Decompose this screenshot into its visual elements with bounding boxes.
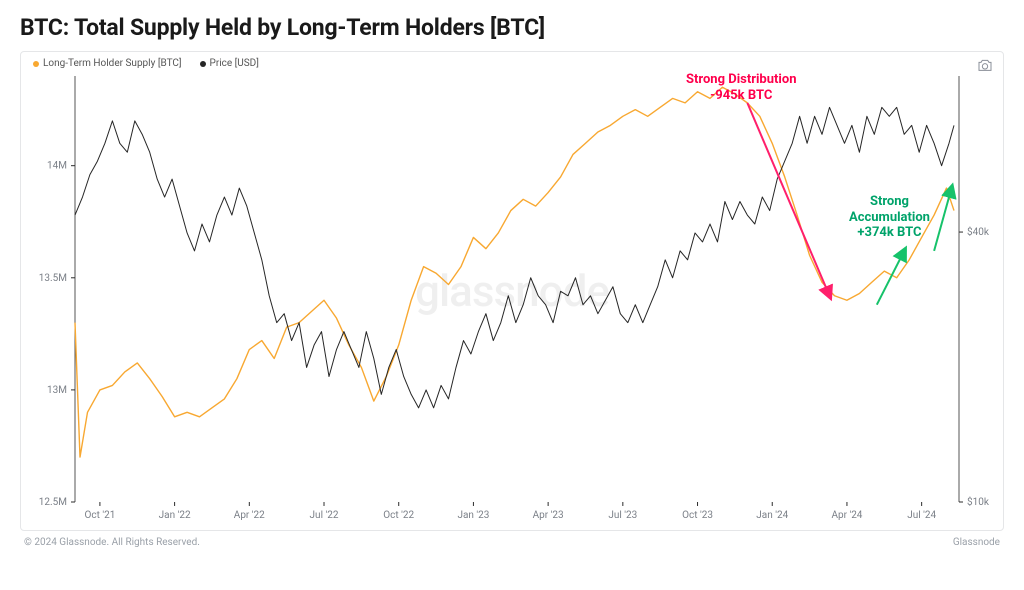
annotation-distribution-l2: -945k BTC — [686, 88, 796, 104]
svg-text:Apr '24: Apr '24 — [831, 510, 862, 521]
svg-text:Jul '24: Jul '24 — [907, 510, 936, 521]
svg-text:Oct '23: Oct '23 — [682, 510, 713, 521]
legend-label-price: Price [USD] — [210, 58, 259, 69]
svg-text:Oct '21: Oct '21 — [84, 510, 115, 521]
svg-text:Jul '23: Jul '23 — [608, 510, 637, 521]
legend-label-supply: Long-Term Holder Supply [BTC] — [43, 58, 182, 69]
legend-item-price: Price [USD] — [200, 58, 259, 69]
footer-brand: Glassnode — [953, 537, 1000, 548]
svg-text:Jul '22: Jul '22 — [310, 510, 339, 521]
annotation-accumulation-l2: Accumulation — [849, 210, 930, 226]
page-title: BTC: Total Supply Held by Long-Term Hold… — [20, 14, 1004, 41]
price-line — [75, 107, 954, 407]
camera-icon[interactable] — [977, 58, 993, 72]
svg-text:13M: 13M — [47, 385, 67, 396]
svg-text:Apr '23: Apr '23 — [533, 510, 564, 521]
footer: © 2024 Glassnode. All Rights Reserved. G… — [20, 531, 1004, 548]
svg-text:14M: 14M — [47, 161, 67, 172]
annotation-accumulation-l1: Strong — [849, 194, 930, 210]
annotation-accumulation-l3: +374k BTC — [849, 225, 930, 241]
legend: Long-Term Holder Supply [BTC] Price [USD… — [31, 58, 993, 71]
annotation-distribution: Strong Distribution -945k BTC — [686, 72, 796, 103]
legend-dot-price — [200, 61, 206, 67]
svg-text:Oct '22: Oct '22 — [383, 510, 414, 521]
distribution-arrow — [747, 103, 829, 296]
supply-line — [75, 87, 954, 457]
annotation-distribution-l1: Strong Distribution — [686, 72, 796, 88]
chart-card: Long-Term Holder Supply [BTC] Price [USD… — [20, 51, 1004, 531]
svg-text:Jan '23: Jan '23 — [457, 510, 489, 521]
footer-copyright: © 2024 Glassnode. All Rights Reserved. — [24, 537, 200, 548]
svg-text:Jan '24: Jan '24 — [756, 510, 788, 521]
chart-plot-area: 12.5M13M13.5M14M$10k$40kOct '21Jan '22Ap… — [75, 76, 959, 502]
accumulation-arrow-1 — [877, 251, 904, 305]
legend-item-supply: Long-Term Holder Supply [BTC] — [33, 58, 182, 69]
svg-text:$40k: $40k — [967, 227, 990, 238]
svg-text:Jan '22: Jan '22 — [159, 510, 191, 521]
svg-text:12.5M: 12.5M — [39, 497, 67, 508]
svg-text:Apr '22: Apr '22 — [234, 510, 265, 521]
legend-dot-supply — [33, 61, 39, 67]
svg-text:$10k: $10k — [967, 497, 990, 508]
svg-text:13.5M: 13.5M — [39, 273, 67, 284]
annotation-accumulation: Strong Accumulation +374k BTC — [849, 194, 930, 241]
